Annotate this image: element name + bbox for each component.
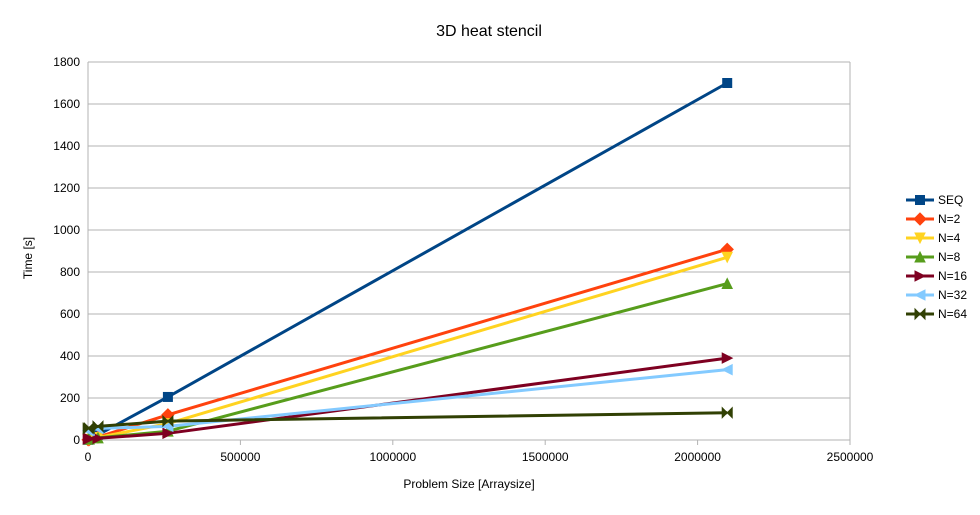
y-tick-label: 800 xyxy=(60,265,80,279)
data-point-n-8 xyxy=(721,277,734,290)
x-tick-label: 1000000 xyxy=(369,450,416,464)
data-point-n-4 xyxy=(721,251,734,264)
x-tick-label: 500000 xyxy=(220,450,260,464)
legend-swatch-marker xyxy=(915,195,925,205)
y-tick-label: 1600 xyxy=(53,97,80,111)
series-seq xyxy=(83,78,733,445)
legend-swatch-marker xyxy=(913,212,927,226)
data-point-n-16 xyxy=(83,432,96,445)
y-axis-title: Time [s] xyxy=(21,237,35,279)
x-tick-label: 2000000 xyxy=(674,450,721,464)
data-point-n-64 xyxy=(721,406,733,419)
series-line-n-4 xyxy=(87,255,728,442)
legend-swatch-marker xyxy=(913,289,926,301)
data-point-seq xyxy=(162,391,173,402)
legend-item-n-8: N=8 xyxy=(906,250,961,264)
legend-label: N=8 xyxy=(938,250,961,264)
series-line-n-2 xyxy=(87,247,728,442)
legend-item-n-4: N=4 xyxy=(906,231,961,245)
y-tick-label: 0 xyxy=(73,433,80,447)
y-tick-label: 1000 xyxy=(53,223,80,237)
y-tick-label: 600 xyxy=(60,307,80,321)
y-tick-label: 200 xyxy=(60,391,80,405)
legend-item-n-16: N=16 xyxy=(906,269,967,283)
x-tick-label: 0 xyxy=(85,450,92,464)
series-line-n-8 xyxy=(87,282,728,441)
legend-swatch-marker xyxy=(914,307,926,321)
y-tick-label: 1200 xyxy=(53,181,80,195)
legend-item-n-64: N=64 xyxy=(906,307,967,321)
series-n-64 xyxy=(82,406,733,435)
series-n-4 xyxy=(82,251,734,446)
series-lines xyxy=(81,78,734,447)
legend-label: N=2 xyxy=(938,212,961,226)
x-tick-label: 2500000 xyxy=(827,450,874,464)
data-point-n-16 xyxy=(92,432,105,445)
legend: SEQ N=2 N=4 N=8 N=16 N=32 N=64 xyxy=(906,193,967,321)
x-tick-label: 1500000 xyxy=(522,450,569,464)
data-point-n-64 xyxy=(162,414,174,428)
data-point-n-16 xyxy=(721,352,734,364)
legend-label: N=32 xyxy=(938,288,967,302)
y-tick-label: 1400 xyxy=(53,139,80,153)
gridlines xyxy=(87,61,851,441)
legend-swatch-marker xyxy=(914,250,926,263)
x-axis-title: Problem Size [Arraysize] xyxy=(403,477,534,491)
legend-swatch-marker xyxy=(914,270,927,282)
series-line-seq xyxy=(87,81,728,442)
data-point-n-32 xyxy=(721,363,733,376)
y-tick-label: 1800 xyxy=(53,55,80,69)
legend-label: N=64 xyxy=(938,307,967,321)
legend-item-seq: SEQ xyxy=(906,193,963,207)
y-tick-label: 400 xyxy=(60,349,80,363)
legend-swatch-marker xyxy=(914,232,926,245)
legend-label: N=4 xyxy=(938,231,961,245)
chart-title: 3D heat stencil xyxy=(436,23,542,40)
legend-label: N=16 xyxy=(938,269,967,283)
data-point-seq xyxy=(722,78,733,88)
data-point-n-16 xyxy=(162,427,175,440)
data-point-n-64 xyxy=(92,420,104,433)
legend-item-n-2: N=2 xyxy=(906,212,961,226)
legend-item-n-32: N=32 xyxy=(906,288,967,302)
legend-label: SEQ xyxy=(938,193,963,207)
axes: 0 200 400 600 800 1000 1200 1400 1600 1800 0 500000… xyxy=(53,55,873,464)
